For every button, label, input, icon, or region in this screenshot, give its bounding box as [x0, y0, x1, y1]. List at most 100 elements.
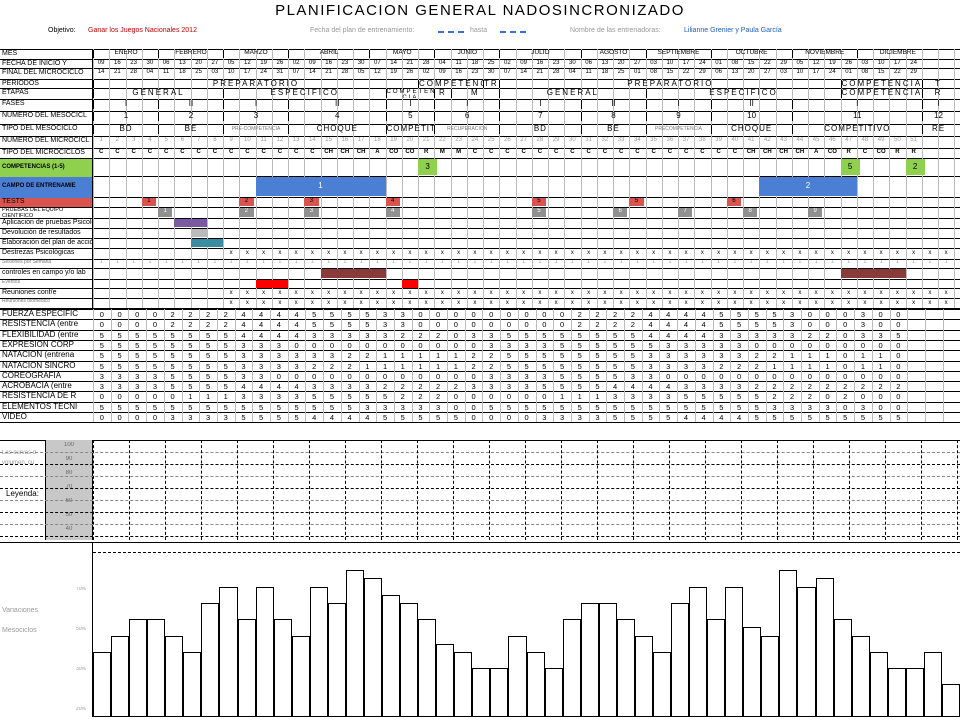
biomedical-meeting-mark: x — [457, 300, 461, 306]
row-label-pruebas: PRUEBAS DEL EQUIPO CIENTIFICO — [2, 208, 64, 219]
microcycle-type: C — [277, 149, 283, 155]
mesocycle-number: 2 — [158, 112, 223, 121]
training-value: 5 — [99, 331, 104, 340]
psych-skill-mark: x — [294, 250, 298, 256]
training-value: 0 — [896, 341, 901, 350]
row-line — [0, 158, 960, 159]
training-value: 3 — [790, 311, 795, 319]
training-value: 1 — [223, 393, 228, 402]
microcycle-type: C — [228, 149, 234, 155]
week-end-date: 25 — [617, 69, 625, 75]
stage-4: R — [434, 89, 450, 98]
microcycle-type: C — [293, 149, 299, 155]
training-value: 5 — [559, 372, 565, 381]
microcycle-number: 51 — [910, 137, 917, 143]
week-start-date: 10 — [877, 60, 885, 66]
training-value: 5 — [117, 331, 122, 340]
training-value: 2 — [577, 311, 582, 319]
training-value: 0 — [117, 414, 122, 422]
col-line — [450, 49, 452, 308]
month-11: NOVIEMBRE — [791, 50, 857, 58]
training-value: 4 — [276, 383, 281, 392]
row-line — [0, 268, 960, 269]
col-line — [239, 49, 241, 308]
science-test-marker: 1 — [158, 208, 173, 217]
training-value: 1 — [400, 362, 405, 371]
training-value: 5 — [188, 403, 193, 412]
training-value: 1 — [436, 362, 441, 371]
training-value: 2 — [453, 383, 458, 392]
mesocycle-type: CHOQUE — [710, 125, 792, 134]
month-2: FEBRERO — [158, 50, 223, 58]
training-value: 2 — [223, 321, 228, 330]
training-value: 2 — [790, 393, 795, 402]
training-value: 3 — [719, 352, 724, 361]
week-end-date: 09 — [439, 69, 446, 75]
training-value: 3 — [241, 341, 246, 350]
week-end-date: 29 — [910, 69, 917, 75]
row-label-apl_psico: Aplicación de pruebas Psicológicas — [2, 219, 93, 226]
month-5: MAYO — [369, 50, 434, 58]
microcycle-type: C — [635, 149, 640, 155]
week-start-date: 18 — [471, 60, 479, 66]
training-value: 5 — [506, 331, 512, 340]
week-end-date: 04 — [146, 69, 154, 75]
training-value: 0 — [860, 372, 866, 381]
training-value: 5 — [188, 362, 193, 371]
training-value: 5 — [188, 341, 193, 350]
microcycle-number: 17 — [357, 137, 365, 143]
microcycle-number: 41 — [747, 137, 755, 143]
psych-skill-mark: x — [359, 250, 363, 256]
psych-skill-mark: x — [603, 250, 607, 256]
training-value: 2 — [630, 311, 635, 319]
week-start-date: 30 — [146, 60, 154, 66]
training-value: 5 — [577, 372, 582, 381]
training-value: 0 — [843, 372, 848, 381]
row-label-devolucion: Devolución de resultados — [2, 229, 81, 236]
meeting-mark: x — [733, 290, 737, 296]
biomedical-meeting-mark: x — [700, 300, 704, 306]
competition-marker: 3 — [418, 159, 438, 175]
training-value: 5 — [170, 352, 175, 361]
training-value: 2 — [489, 362, 494, 371]
biomedical-meeting-mark: x — [294, 300, 298, 306]
col-line — [483, 49, 484, 308]
training-value: 5 — [754, 403, 759, 412]
month-8: AGOSTO — [580, 50, 646, 58]
training-value: 3 — [825, 403, 830, 412]
week-end-date: 28 — [130, 69, 137, 75]
row-line — [0, 136, 960, 137]
col-line — [358, 309, 360, 423]
sessions-per-week: 1 — [684, 260, 688, 265]
meeting-mark: x — [700, 290, 704, 296]
training-value: 5 — [170, 403, 175, 412]
legend-curve-note: Las curvas d — [2, 450, 37, 456]
training-value: 0 — [329, 372, 335, 381]
week-start-date: 22 — [764, 60, 771, 66]
training-value: 2 — [418, 331, 423, 340]
until-label: hasta — [470, 27, 488, 34]
training-value: 0 — [701, 372, 706, 381]
training-value: 3 — [489, 372, 494, 381]
sessions-per-week: 1 — [489, 260, 493, 265]
period-4: PREPARATORIO — [499, 80, 840, 88]
meeting-mark: x — [603, 290, 607, 296]
training-value: 0 — [860, 393, 866, 402]
biomedical-meeting-mark: x — [278, 300, 282, 306]
training-value: 5 — [559, 362, 565, 371]
training-value: 5 — [736, 393, 742, 402]
training-value: 3 — [418, 403, 423, 412]
week-end-date: 22 — [894, 69, 901, 75]
training-value: 2 — [630, 321, 635, 330]
training-value: 5 — [542, 352, 547, 361]
training-value: 5 — [577, 331, 582, 340]
biomedical-meeting-mark: x — [440, 300, 444, 306]
training-value: 3 — [294, 393, 299, 402]
col-line — [393, 309, 395, 423]
training-value: 2 — [418, 383, 423, 392]
training-value: 5 — [595, 372, 600, 381]
training-value: 2 — [613, 321, 618, 330]
chart-bar — [183, 651, 202, 717]
microcycle-type: R — [895, 149, 900, 155]
week-end-date: 01 — [634, 69, 641, 75]
